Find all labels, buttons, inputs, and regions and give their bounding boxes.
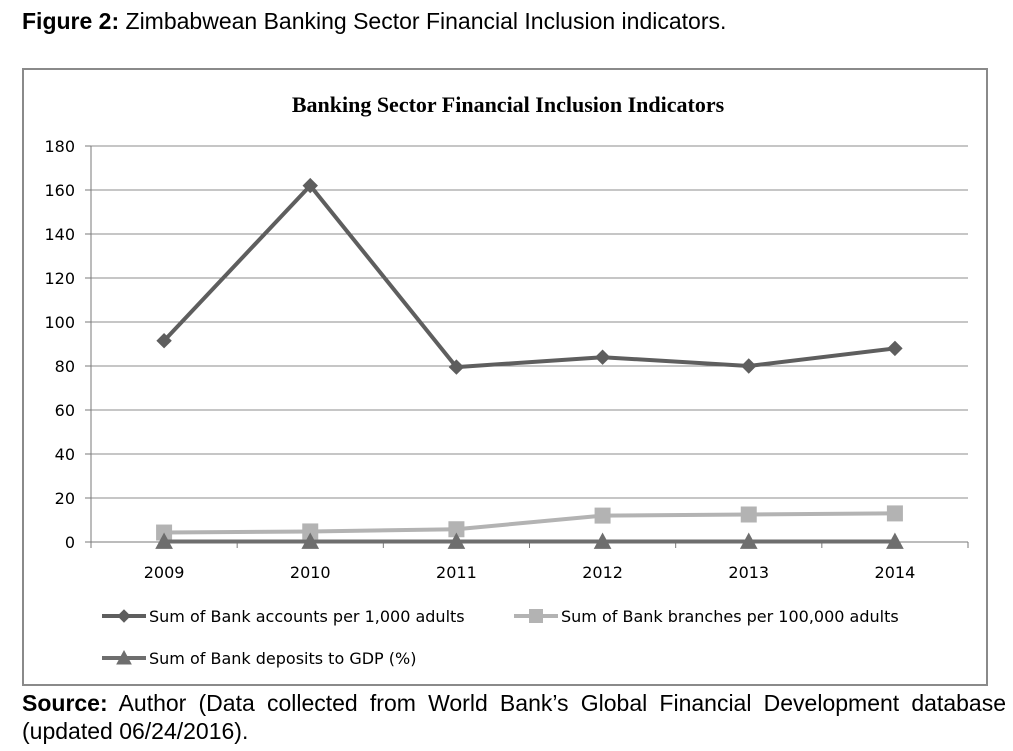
data-point-triangle — [886, 532, 904, 549]
data-point-diamond — [448, 359, 465, 375]
figure-label: Figure 2: — [22, 8, 120, 34]
data-point-triangle — [301, 532, 320, 549]
y-tick-label: 80 — [55, 357, 75, 376]
y-tick-label: 60 — [55, 401, 75, 420]
data-point-diamond — [302, 177, 318, 194]
data-point-triangle — [739, 532, 758, 549]
series-1 — [156, 177, 903, 375]
y-tick-label: 0 — [65, 533, 75, 552]
y-tick-label: 180 — [44, 137, 75, 156]
series-line — [162, 183, 896, 370]
data-point-square — [886, 505, 903, 522]
legend-entry: Sum of Bank accounts per 1,000 adults — [102, 607, 465, 626]
data-point-triangle — [593, 532, 612, 549]
series-2 — [156, 505, 903, 541]
x-tick-label: 2012 — [582, 563, 623, 582]
legend-marker-square — [529, 609, 543, 623]
y-axis-ticks: 0 20 40 60 80 100 120 140 160 180 — [44, 137, 91, 552]
y-tick-label: 100 — [44, 313, 75, 332]
y-tick-label: 20 — [55, 489, 75, 508]
data-point-triangle — [447, 532, 466, 549]
legend-entry: Sum of Bank branches per 100,000 adults — [514, 607, 899, 626]
legend-label: Sum of Bank deposits to GDP (%) — [149, 649, 416, 668]
y-tick-label: 40 — [55, 445, 75, 464]
legend-label: Sum of Bank branches per 100,000 adults — [561, 607, 899, 626]
chart-title: Banking Sector Financial Inclusion Indic… — [292, 92, 725, 117]
source-text: Author (Data collected from World Bank’s… — [22, 690, 1006, 744]
legend-marker-diamond — [117, 609, 131, 623]
series-layer — [155, 177, 904, 549]
data-point-diamond — [887, 340, 903, 357]
figure-caption-text: Zimbabwean Banking Sector Financial Incl… — [125, 8, 727, 34]
y-tick-label: 140 — [44, 225, 75, 244]
source-note: Source: Author (Data collected from Worl… — [22, 689, 1006, 745]
y-tick-label: 160 — [44, 181, 75, 200]
x-tick-label: 2011 — [436, 563, 477, 582]
data-point-square — [594, 507, 611, 524]
series-3 — [155, 532, 904, 549]
x-axis-ticks: 2009 2010 2011 2012 2013 2014 — [90, 542, 969, 582]
x-tick-label: 2009 — [144, 563, 185, 582]
data-point-diamond — [594, 349, 611, 365]
x-tick-label: 2013 — [728, 563, 769, 582]
gridlines — [90, 145, 968, 543]
legend-entry: Sum of Bank deposits to GDP (%) — [102, 649, 416, 668]
chart-frame: Banking Sector Financial Inclusion Indic… — [22, 68, 988, 686]
data-point-diamond — [156, 332, 172, 349]
x-tick-label: 2010 — [290, 563, 331, 582]
source-label: Source: — [22, 690, 108, 716]
x-tick-label: 2014 — [875, 563, 916, 582]
data-point-square — [740, 506, 757, 523]
legend: Sum of Bank accounts per 1,000 adults Sum… — [102, 607, 899, 668]
legend-marker-triangle — [116, 649, 132, 665]
legend-label: Sum of Bank accounts per 1,000 adults — [149, 607, 465, 626]
y-tick-label: 120 — [44, 269, 75, 288]
series-line — [164, 511, 895, 535]
data-point-diamond — [741, 358, 757, 374]
line-chart: Banking Sector Financial Inclusion Indic… — [44, 92, 969, 668]
data-point-triangle — [155, 532, 173, 549]
figure-caption: Figure 2: Zimbabwean Banking Sector Fina… — [22, 8, 726, 35]
